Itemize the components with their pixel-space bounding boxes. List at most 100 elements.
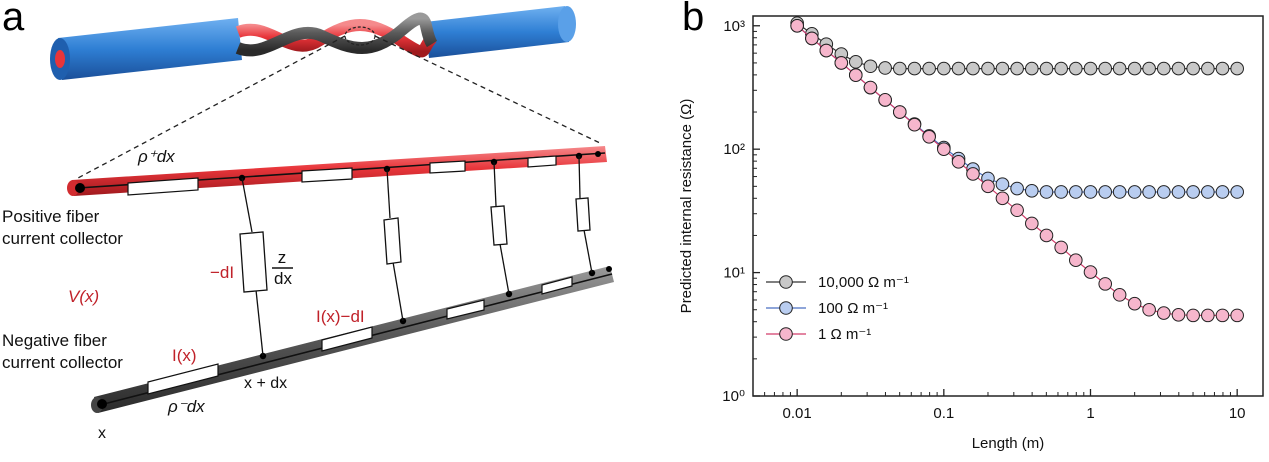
negative-fiber	[91, 266, 614, 413]
V-x-label: V(x)	[68, 287, 99, 306]
series-layer	[790, 16, 1244, 323]
resistor-rho-plus-4	[527, 155, 557, 168]
legend: 10,000 Ω m⁻¹ 100 Ω m⁻¹ 1 Ω m⁻¹	[766, 274, 909, 343]
data-point	[1112, 61, 1127, 76]
data-point	[951, 61, 966, 76]
data-point	[893, 105, 907, 119]
series-1	[790, 16, 1244, 76]
y-tick-label: 10³	[723, 18, 745, 35]
data-point	[1025, 61, 1039, 76]
x-label: x	[98, 425, 106, 442]
x-tick-label: 0.01	[783, 405, 812, 422]
data-point	[1039, 61, 1054, 76]
data-point	[951, 155, 966, 169]
data-point	[966, 61, 980, 76]
resistor-rho-plus-2	[301, 167, 353, 183]
data-point	[1083, 265, 1098, 279]
twisted-fiber-illustration	[50, 6, 601, 179]
data-point	[1201, 308, 1215, 323]
positive-collector-label-2: current collector	[2, 229, 123, 248]
y-tick-label: 10¹	[723, 265, 745, 282]
data-point	[1098, 185, 1113, 199]
data-point	[1201, 61, 1215, 76]
y-axis: 10⁰ 10¹ 10² 10³	[722, 18, 760, 405]
data-point	[1171, 185, 1186, 199]
data-point	[1054, 185, 1068, 199]
data-point	[981, 61, 995, 76]
rho-plus-label: ρ⁺dx	[137, 147, 175, 166]
negative-collector-label-2: current collector	[2, 353, 123, 372]
resistor-rho-minus-4	[541, 276, 573, 295]
data-point	[1156, 61, 1171, 76]
data-point	[995, 61, 1010, 76]
data-point	[995, 177, 1010, 192]
data-point	[922, 129, 936, 144]
twisted-gray-fiber	[235, 12, 438, 57]
data-point	[1025, 184, 1039, 198]
data-point	[1186, 61, 1200, 76]
data-point	[1054, 240, 1068, 255]
resistor-rho-plus-3	[429, 160, 466, 174]
data-point	[1025, 216, 1039, 231]
data-point	[1098, 61, 1113, 76]
panel-a: a	[2, 0, 614, 442]
left-sheath	[58, 18, 242, 80]
resistor-rho-minus-2	[321, 326, 373, 352]
data-point	[1186, 185, 1200, 199]
zoom-line-right	[374, 35, 601, 144]
data-point	[834, 56, 849, 70]
legend-label: 100 Ω m⁻¹	[818, 300, 888, 317]
x-tick-label: 1	[1086, 405, 1094, 422]
data-point	[863, 80, 878, 95]
x-tick-label: 0.1	[933, 405, 954, 422]
data-point	[1201, 185, 1215, 199]
data-point	[907, 61, 922, 76]
minus-dI-label: −dI	[210, 263, 234, 282]
data-point	[1010, 181, 1024, 196]
legend-label: 1 Ω m⁻¹	[818, 326, 871, 343]
zoom-line-left	[77, 35, 346, 179]
data-point	[790, 18, 804, 33]
data-point	[878, 61, 892, 75]
data-point	[878, 93, 892, 107]
resistor-rho-plus-1	[127, 177, 199, 196]
legend-marker	[779, 327, 793, 341]
legend-marker	[779, 301, 793, 315]
series-line	[796, 25, 1238, 193]
data-point	[1083, 61, 1098, 76]
resistor-rho-minus-1	[147, 363, 219, 395]
data-point	[937, 61, 951, 76]
data-point	[1171, 307, 1186, 322]
data-point	[1215, 308, 1230, 323]
legend-label: 10,000 Ω m⁻¹	[818, 274, 909, 291]
data-point	[819, 43, 834, 58]
data-point	[1156, 185, 1171, 199]
x-plus-dx-label: x + dx	[244, 375, 287, 392]
positive-fiber	[67, 146, 607, 196]
panel-a-label: a	[2, 0, 25, 39]
data-point	[1010, 203, 1024, 218]
right-sheath	[425, 6, 569, 58]
positive-collector-label-1: Positive fiber	[2, 207, 100, 226]
rho-minus-label: ρ⁻dx	[167, 397, 205, 416]
x-axis: 0.01 0.1 1 10	[752, 389, 1246, 422]
data-point	[1069, 185, 1083, 199]
data-point	[995, 191, 1010, 206]
negative-collector-label-1: Negative fiber	[2, 331, 107, 350]
I-x-minus-dI-label: I(x)−dI	[316, 307, 365, 326]
data-point	[907, 117, 922, 132]
data-point	[805, 31, 819, 46]
left-sheath-core	[55, 50, 65, 68]
data-point	[1098, 277, 1113, 291]
data-point	[1127, 296, 1142, 311]
data-point	[1112, 185, 1127, 199]
data-point	[1010, 61, 1024, 76]
y-tick-label: 10⁰	[722, 388, 745, 405]
data-point	[922, 61, 936, 76]
impedance-z-3	[490, 205, 508, 246]
data-point	[1127, 61, 1142, 76]
series-3	[790, 18, 1244, 323]
series-2	[790, 18, 1244, 199]
legend-marker	[779, 275, 793, 289]
